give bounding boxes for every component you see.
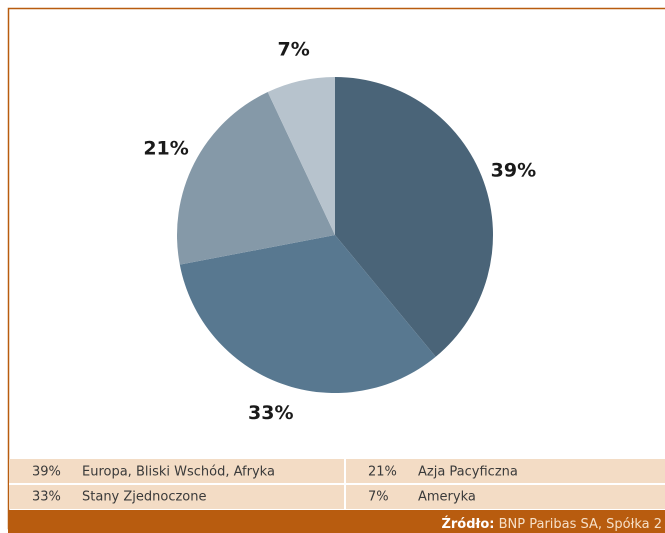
- legend-value: 33%: [32, 490, 61, 505]
- source-label: Źródło:: [441, 516, 494, 532]
- legend-label: Europa, Bliski Wschód, Afryka: [82, 465, 275, 480]
- source-bar: [8, 510, 665, 533]
- pie-slice: [176, 92, 335, 265]
- legend-label: Stany Zjednoczone: [82, 490, 207, 505]
- slice-label: 21%: [143, 137, 188, 159]
- legend-value: 21%: [368, 465, 397, 480]
- legend-value: 39%: [32, 465, 61, 480]
- legend-label: Azja Pacyficzna: [418, 465, 518, 480]
- source: Źródło: BNP Paribas SA, Spółka 2: [441, 516, 662, 532]
- pie-slice: [267, 77, 335, 235]
- pie-slice: [179, 235, 436, 393]
- legend-value: 7%: [368, 490, 389, 505]
- slice-label: 7%: [278, 38, 310, 60]
- slice-label: 33%: [248, 402, 293, 424]
- legend-label: Ameryka: [418, 490, 476, 505]
- pie-slice: [335, 77, 494, 357]
- slice-label: 39%: [491, 159, 536, 181]
- source-text: BNP Paribas SA, Spółka 2: [499, 517, 662, 532]
